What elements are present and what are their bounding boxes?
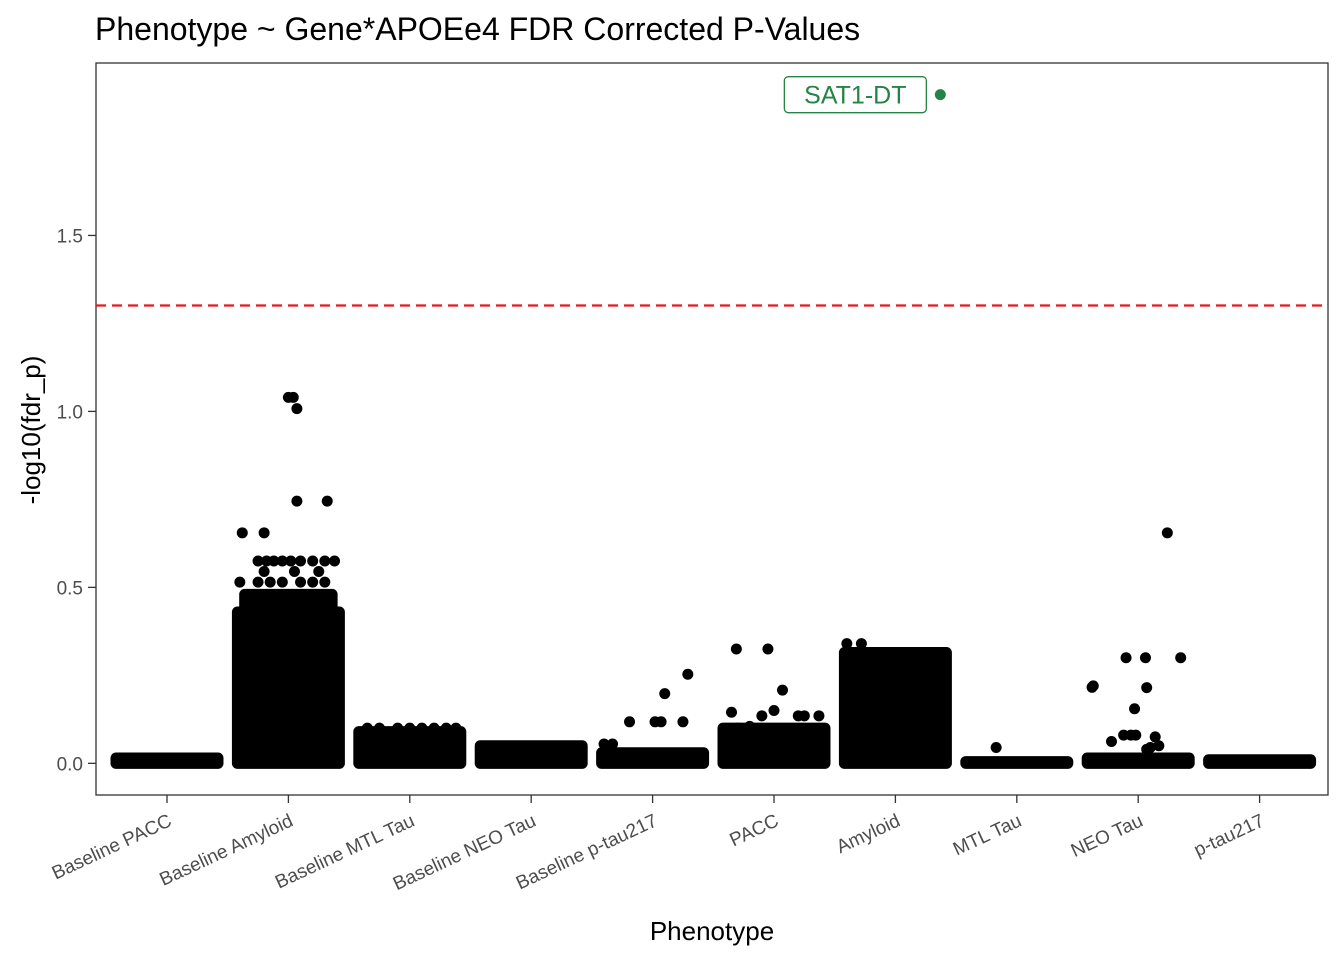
- y-tick-label-1: 0.0: [57, 754, 83, 775]
- data-point-2-13: [234, 576, 246, 588]
- data-point-2-4: [276, 555, 288, 567]
- data-point-6-3: [744, 720, 756, 732]
- data-point-2-11: [288, 566, 300, 578]
- data-point-9-8: [1129, 703, 1141, 715]
- data-point-9-14: [1139, 652, 1151, 664]
- data-point-2-18: [307, 576, 319, 588]
- y-tick-label-3: 1.0: [57, 402, 83, 423]
- point-mass-2-2: [239, 588, 338, 618]
- data-point-9-13: [1141, 682, 1153, 694]
- data-point-9-3: [1105, 736, 1117, 748]
- data-point-8-1: [990, 741, 1002, 753]
- data-point-9-10: [1144, 741, 1156, 753]
- y-tick-label-2: 0.5: [57, 578, 83, 599]
- data-point-2-1: [252, 555, 264, 567]
- data-point-9-15: [1175, 652, 1187, 664]
- data-point-9-6: [1130, 729, 1142, 741]
- data-point-2-26: [291, 403, 303, 415]
- x-tick-label-6: PACC: [727, 810, 782, 851]
- data-point-6-4: [756, 710, 768, 722]
- x-tick-label-10: p-tau217: [1191, 810, 1268, 861]
- point-mass-2-1: [231, 606, 345, 769]
- data-point-6-5: [768, 705, 780, 717]
- data-point-6-2: [732, 722, 744, 734]
- data-point-3-2: [373, 722, 385, 734]
- data-point-3-8: [450, 722, 462, 734]
- data-point-7-2: [855, 638, 867, 650]
- x-tick-label-9: NEO Tau: [1068, 810, 1146, 861]
- data-point-5-8: [682, 668, 694, 680]
- point-mass-8-1: [960, 756, 1074, 769]
- data-point-9-12: [1149, 731, 1161, 743]
- data-point-2-22: [291, 495, 303, 507]
- point-mass-9-1: [1081, 752, 1195, 769]
- data-point-2-9: [329, 555, 341, 567]
- data-point-2-6: [295, 555, 307, 567]
- data-point-6-11: [762, 643, 774, 655]
- data-point-3-3: [392, 722, 404, 734]
- point-mass-1-1: [110, 752, 224, 769]
- data-point-2-16: [276, 576, 288, 588]
- points-layer: [234, 391, 1187, 755]
- data-point-2-19: [319, 576, 331, 588]
- data-point-6-8: [798, 710, 810, 722]
- data-point-7-1: [841, 638, 853, 650]
- y-axis-title: -log10(fdr_p): [16, 356, 46, 505]
- point-mass-6-1: [717, 722, 831, 769]
- data-point-2-20: [236, 527, 248, 539]
- annotation-label-box-1: [783, 76, 927, 114]
- point-mass-4-1: [474, 740, 588, 769]
- data-point-2-8: [319, 555, 331, 567]
- x-tick-label-7: Amyloid: [833, 810, 903, 858]
- point-mass-3-1: [353, 726, 467, 769]
- data-point-3-6: [428, 722, 440, 734]
- data-point-3-5: [416, 722, 428, 734]
- highlighted-point-1: [934, 89, 946, 101]
- data-point-5-5: [655, 716, 667, 728]
- point-mass-10-1: [1203, 754, 1317, 769]
- data-point-2-7: [307, 555, 319, 567]
- data-point-3-4: [404, 722, 416, 734]
- data-point-9-7: [1120, 652, 1132, 664]
- data-point-2-17: [295, 576, 307, 588]
- data-point-6-9: [813, 710, 825, 722]
- data-point-2-3: [268, 555, 280, 567]
- data-point-6-1: [726, 706, 738, 718]
- data-point-2-14: [252, 576, 264, 588]
- data-point-5-6: [677, 716, 689, 728]
- data-point-5-3: [624, 716, 636, 728]
- data-point-2-15: [264, 576, 276, 588]
- point-mass-layer: [110, 588, 1317, 769]
- data-point-2-25: [287, 391, 299, 403]
- data-point-3-1: [361, 722, 373, 734]
- data-point-2-10: [258, 566, 270, 578]
- data-point-2-12: [313, 566, 325, 578]
- data-point-5-1: [598, 738, 610, 750]
- data-point-2-5: [285, 555, 297, 567]
- data-point-5-7: [659, 688, 671, 700]
- data-point-6-10: [730, 643, 742, 655]
- data-point-9-11: [1153, 740, 1165, 752]
- data-point-6-6: [776, 684, 788, 696]
- chart-title: Phenotype ~ Gene*APOEe4 FDR Corrected P-…: [95, 11, 860, 47]
- data-point-2-23: [321, 495, 333, 507]
- annotation-layer: SAT1-DT: [783, 76, 946, 114]
- point-mass-5-1: [596, 747, 710, 769]
- y-tick-label-4: 1.5: [57, 226, 83, 247]
- y-axis: 0.0 0.5 1.0 1.5: [57, 226, 96, 775]
- data-point-2-21: [258, 527, 270, 539]
- point-mass-7-1: [838, 646, 952, 769]
- data-point-5-2: [607, 738, 619, 750]
- x-axis-title: Phenotype: [650, 916, 774, 946]
- x-tick-label-8: MTL Tau: [950, 810, 1025, 860]
- data-point-9-2: [1086, 681, 1098, 693]
- data-point-3-7: [440, 722, 452, 734]
- annotation-label-1: SAT1-DT: [804, 82, 906, 110]
- data-point-9-16: [1161, 527, 1173, 539]
